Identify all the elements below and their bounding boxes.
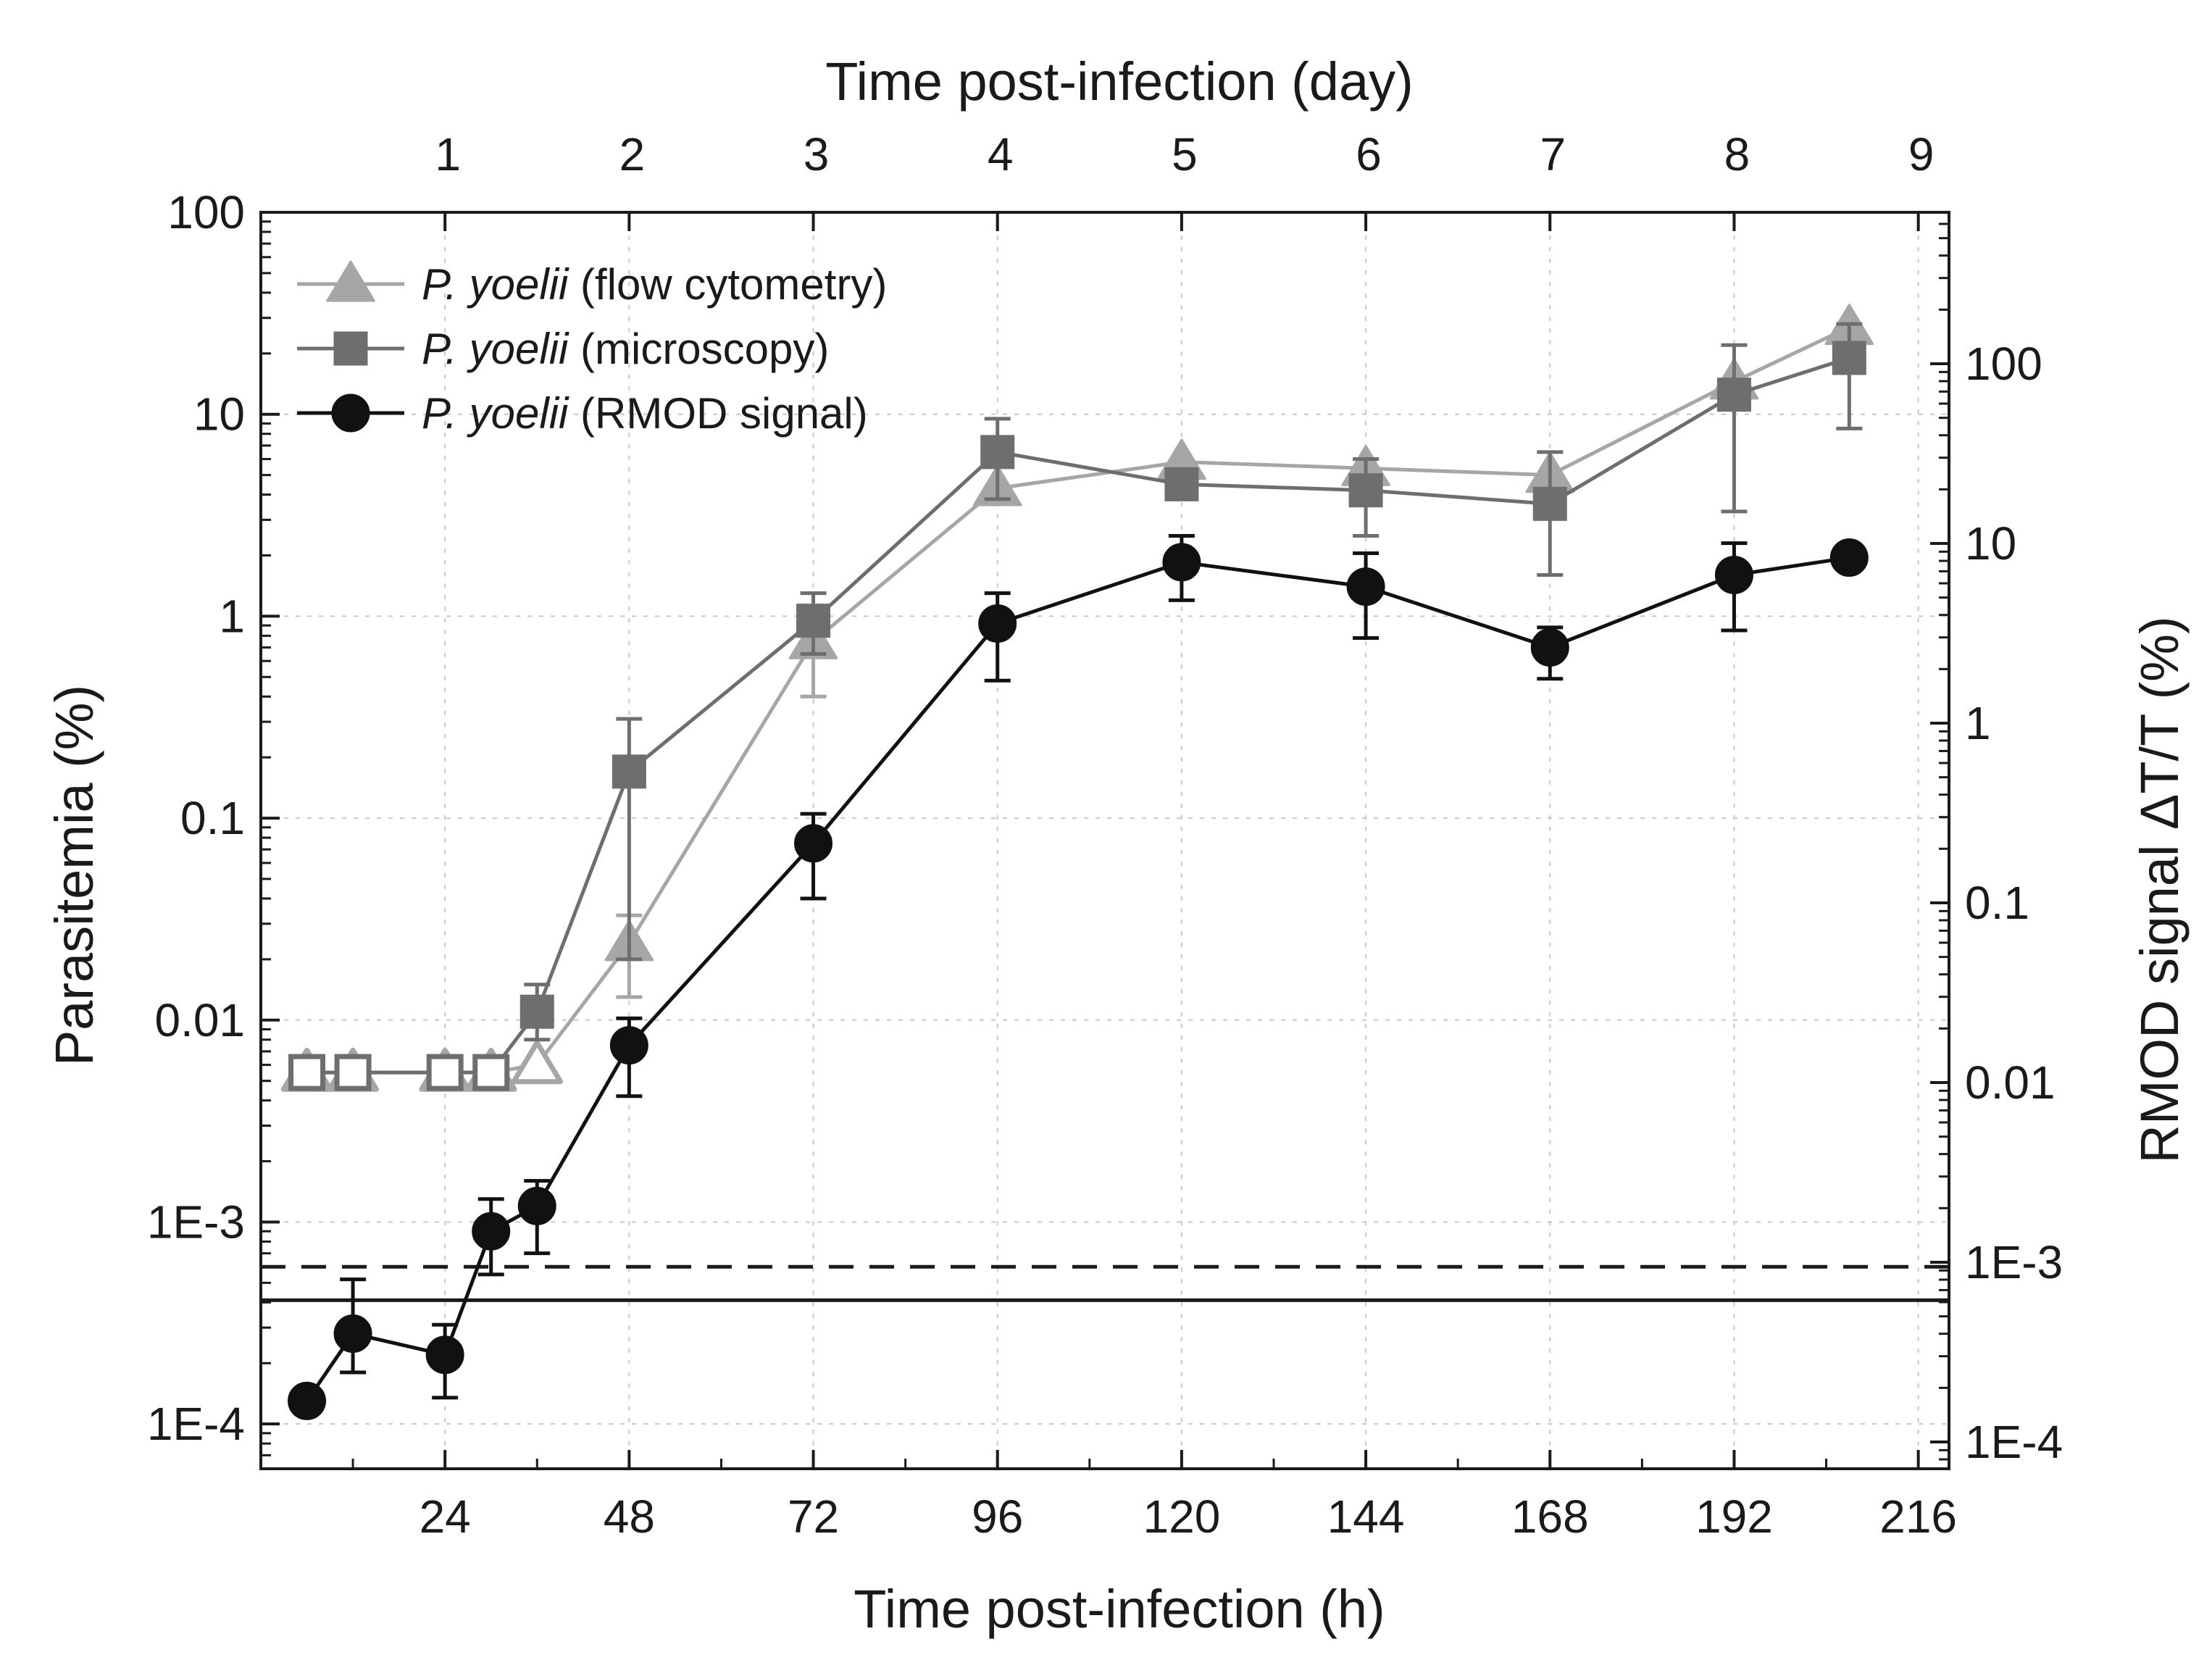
x-tick-label: 48	[604, 1491, 655, 1543]
rmod-point	[1714, 556, 1753, 595]
top-tick-label: 6	[1356, 128, 1382, 180]
rmod-point	[517, 1186, 556, 1225]
top-axis-title: Time post-infection (day)	[825, 51, 1414, 112]
microscopy-point	[426, 1054, 464, 1091]
x-tick-label: 192	[1695, 1491, 1773, 1543]
top-tick-label: 7	[1540, 128, 1566, 180]
microscopy-line	[306, 356, 1850, 1075]
x-tick-label: 168	[1511, 1491, 1589, 1543]
rmod-line	[305, 556, 1850, 1402]
legend-label: P. yoelii (microscopy)	[422, 325, 829, 373]
microscopy-point	[980, 435, 1015, 470]
reference-lines	[261, 1264, 1949, 1302]
top-tick-label: 1	[435, 128, 461, 180]
axis-ticks: 24 48 72 96 120 144 168 192 216 1 2 3 4 5 6 7 8 9 1E-4 1E-3…	[147, 128, 2063, 1543]
legend-item-rmod: P. yoelii (RMOD signal)	[297, 389, 868, 438]
y-right-tick-label: 0.1	[1965, 877, 2029, 929]
y-right-tick-label: 0.01	[1965, 1056, 2056, 1109]
series-layer	[280, 304, 1874, 1420]
series-rmod	[288, 533, 1869, 1420]
x-tick-label: 144	[1327, 1491, 1405, 1543]
microscopy-point	[519, 994, 554, 1029]
legend-label-species: P. yoelii	[422, 260, 569, 309]
series-microscopy	[288, 322, 1866, 1091]
top-tick-label: 3	[804, 128, 830, 180]
legend-item-flow: P. yoelii (flow cytometry)	[297, 260, 887, 309]
top-tick-label: 5	[1172, 128, 1198, 180]
microscopy-point	[796, 604, 831, 638]
left-axis-title: Parasitemia (%)	[44, 685, 104, 1066]
y-left-tick-label: 10	[193, 388, 245, 441]
flow-line	[306, 325, 1850, 1075]
rmod-point	[609, 1026, 648, 1065]
legend-item-microscopy: P. yoelii (microscopy)	[297, 325, 829, 373]
x-tick-label: 72	[788, 1491, 839, 1543]
microscopy-point	[472, 1054, 510, 1091]
microscopy-point	[288, 1054, 326, 1091]
y-left-tick-label: 1E-3	[147, 1196, 245, 1248]
top-tick-label: 9	[1908, 128, 1935, 180]
y-right-tick-label: 1	[1965, 697, 1991, 749]
rmod-point	[288, 1381, 327, 1420]
microscopy-point	[334, 1054, 372, 1091]
microscopy-point	[1348, 473, 1383, 508]
rmod-point	[794, 824, 833, 863]
rmod-point	[425, 1335, 464, 1375]
x-tick-label: 216	[1879, 1491, 1957, 1543]
microscopy-point	[1164, 467, 1199, 501]
top-tick-label: 8	[1724, 128, 1750, 180]
y-left-tick-label: 100	[167, 186, 245, 238]
microscopy-point	[1532, 486, 1567, 521]
microscopy-point	[1716, 378, 1751, 412]
y-right-tick-label: 1E-3	[1965, 1236, 2063, 1288]
x-tick-label: 96	[972, 1491, 1023, 1543]
flow-point	[511, 1040, 564, 1085]
bottom-axis-title: Time post-infection (h)	[854, 1579, 1385, 1639]
rmod-point	[1162, 543, 1201, 582]
microscopy-point	[612, 754, 646, 789]
plot-frame	[259, 211, 1950, 1470]
rmod-point	[1829, 538, 1869, 578]
y-left-tick-label: 1E-4	[147, 1398, 245, 1450]
y-left-tick-label: 0.1	[180, 792, 245, 844]
legend-label-method: (RMOD signal)	[568, 389, 867, 438]
y-right-tick-label: 100	[1965, 338, 2042, 390]
legend-marker-circle	[331, 393, 370, 433]
legend-label: P. yoelii (RMOD signal)	[422, 389, 868, 438]
rmod-point	[1346, 567, 1385, 606]
top-tick-label: 2	[619, 128, 646, 180]
legend-label-method: (microscopy)	[568, 325, 829, 373]
rmod-point	[978, 604, 1017, 643]
legend-label-species: P. yoelii	[422, 389, 569, 438]
y-right-tick-label: 1E-4	[1965, 1416, 2063, 1468]
top-tick-label: 4	[988, 128, 1014, 180]
rmod-point	[333, 1314, 372, 1354]
legend-marker-square	[333, 331, 368, 366]
legend-label: P. yoelii (flow cytometry)	[422, 260, 887, 309]
y-right-tick-label: 10	[1965, 517, 2016, 570]
right-axis-title: RMOD signal ΔT/T (%)	[2129, 616, 2190, 1163]
legend-marker-triangle	[326, 260, 375, 302]
rmod-point	[472, 1212, 511, 1251]
rmod-point	[1530, 628, 1569, 667]
legend-label-method: (flow cytometry)	[568, 260, 887, 309]
x-tick-label: 24	[420, 1491, 471, 1543]
x-tick-label: 120	[1143, 1491, 1221, 1543]
y-left-tick-label: 1	[219, 590, 245, 642]
y-left-tick-label: 0.01	[154, 994, 245, 1046]
legend-label-species: P. yoelii	[422, 325, 569, 373]
legend: P. yoelii (flow cytometry)P. yoelii (mic…	[297, 260, 887, 438]
microscopy-point	[1832, 341, 1866, 375]
